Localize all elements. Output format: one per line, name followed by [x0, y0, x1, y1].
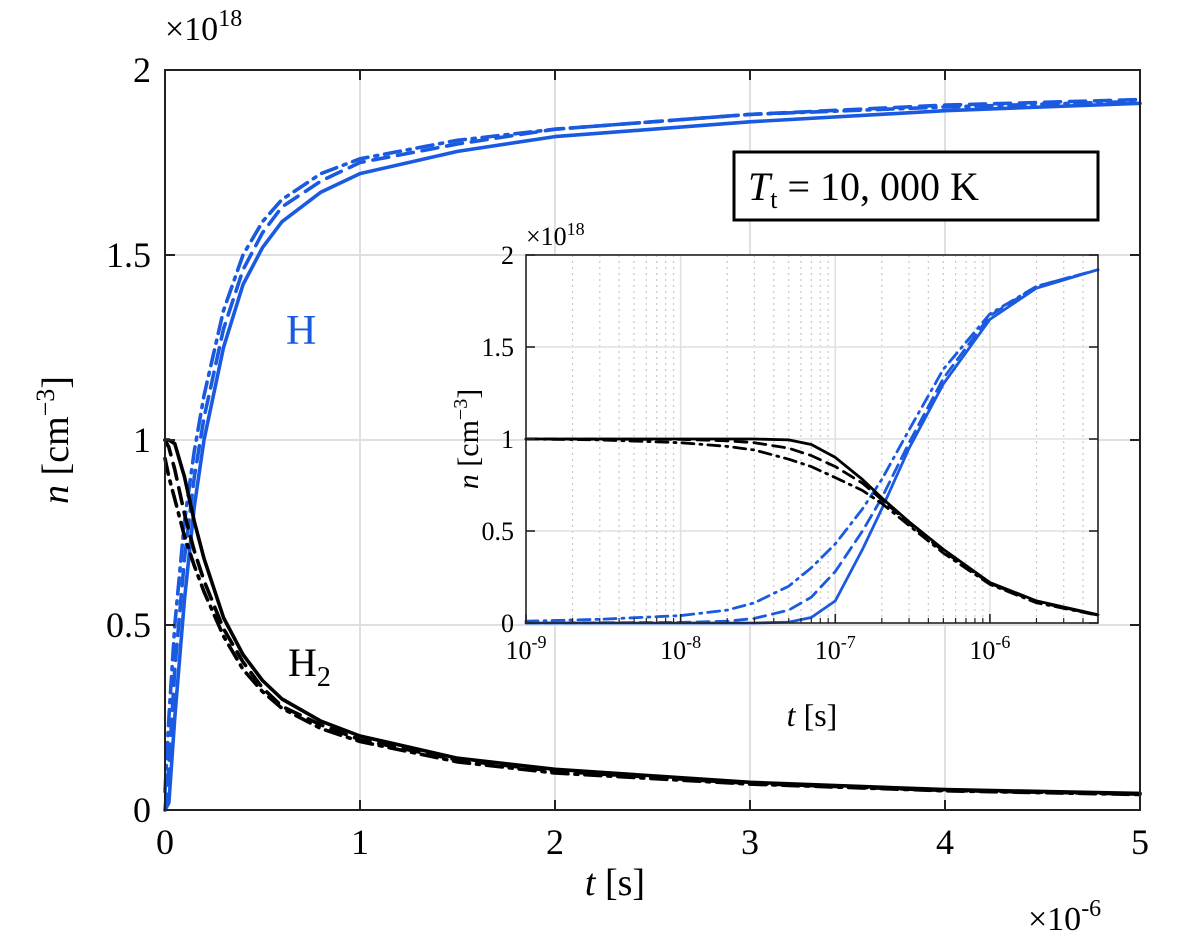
main-x-axis-label: t [s] — [585, 862, 645, 904]
main-y-multiplier-base: ×10 — [165, 11, 218, 48]
main-x-tick-label: 3 — [741, 822, 759, 862]
inset-x-tick-label-exp: -7 — [841, 632, 856, 652]
inset-x-tick-label-exp: -6 — [995, 632, 1010, 652]
main-x-tick-label: 1 — [351, 822, 369, 862]
temperature-annotation-box — [732, 150, 1100, 222]
main-series-line — [163, 438, 1142, 796]
inset-x-tick-label: 10-9 — [506, 632, 547, 665]
main-x-multiplier-base: ×10 — [1028, 901, 1081, 938]
inset-x-tick-label-base: 10 — [506, 636, 532, 665]
inset-y-tick-label: 0 — [501, 609, 514, 638]
main-series-line — [163, 99, 1142, 794]
inset-y-axis-unit-close: ] — [452, 389, 485, 399]
main-y-tick-label: 0 — [133, 790, 151, 830]
inset-x-tick-label: 10-6 — [969, 632, 1010, 665]
main-y-axis-var: n — [35, 485, 77, 504]
temperature-value: = 10, 000 K — [777, 164, 979, 209]
main-x-tick-label: 2 — [546, 822, 564, 862]
main-y-axis-unit-open: [cm — [35, 416, 77, 485]
main-x-axis-unit: [s] — [595, 862, 645, 904]
series-label-h2-sub: 2 — [317, 662, 331, 693]
main-x-tick-label: 4 — [936, 822, 954, 862]
series-label-h2: H2 — [288, 640, 331, 693]
series-label-h2-main: H — [288, 640, 317, 685]
inset-x-axis-unit: [s] — [796, 697, 838, 733]
temperature-subscript: t — [770, 185, 778, 214]
inset-y-multiplier-base: ×10 — [526, 222, 567, 251]
main-y-tick-label: 1.5 — [106, 235, 151, 275]
inset-series-line — [524, 437, 1100, 617]
main-y-axis-label: n [cm−3] — [31, 376, 77, 504]
inset-x-tick-label-exp: -8 — [686, 632, 701, 652]
main-ticks: 0 1 2 3 4 5 0 0.5 1 1.5 2 — [106, 50, 1149, 862]
inset-y-tick-label: 0.5 — [482, 517, 515, 546]
inset-y-multiplier-exp: 18 — [567, 219, 585, 239]
inset-y-axis-var: n — [452, 474, 485, 489]
temperature-symbol: T — [748, 164, 773, 209]
inset-y-tick-label: 2 — [501, 241, 514, 270]
inset-y-axis-unit-exp: −3 — [450, 399, 472, 420]
inset-x-axis-var: t — [787, 697, 797, 733]
inset-series-line — [524, 268, 1100, 623]
main-series — [163, 97, 1142, 812]
temperature-annotation: Tt = 10, 000 K — [748, 164, 979, 214]
main-x-tick-label: 5 — [1131, 822, 1149, 862]
main-series-line — [163, 456, 1142, 797]
inset-x-tick-label-exp: -9 — [532, 632, 547, 652]
main-x-multiplier-exp: -6 — [1081, 896, 1101, 922]
main-y-tick-label: 2 — [133, 50, 151, 90]
inset-x-tick-label: 10-8 — [660, 632, 701, 665]
main-y-axis-unit-exp: −3 — [31, 389, 60, 417]
main-y-tick-label: 0.5 — [106, 605, 151, 645]
inset-x-tick-label-base: 10 — [660, 636, 686, 665]
main-y-axis-unit-close: ] — [35, 376, 77, 389]
main-y-multiplier-exp: 18 — [218, 6, 242, 32]
inset-y-tick-label: 1 — [501, 425, 514, 454]
inset-series-line — [524, 268, 1100, 625]
inset-x-tick-label: 10-7 — [815, 632, 856, 665]
inset-y-tick-label: 1.5 — [482, 333, 515, 362]
main-y-multiplier: ×1018 — [165, 6, 242, 48]
inset-y-axis-unit-open: [cm — [452, 420, 485, 474]
main-series-line — [163, 101, 1142, 812]
main-x-tick-label: 0 — [156, 822, 174, 862]
inset-y-multiplier: ×1018 — [526, 219, 585, 251]
main-x-multiplier: ×10-6 — [1028, 896, 1101, 938]
main-series-line — [163, 438, 1142, 796]
inset-x-tick-label-base: 10 — [815, 636, 841, 665]
inset-x-axis-label: t [s] — [787, 697, 838, 733]
inset-x-tick-label-base: 10 — [969, 636, 995, 665]
main-y-tick-label: 1 — [133, 420, 151, 460]
series-label-h: H — [286, 308, 316, 354]
inset-y-axis-label: n [cm−3] — [450, 389, 485, 489]
inset-ticks: 10-9 10-8 10-7 10-600.511.52 — [482, 241, 1099, 665]
main-x-axis-var: t — [585, 862, 597, 904]
